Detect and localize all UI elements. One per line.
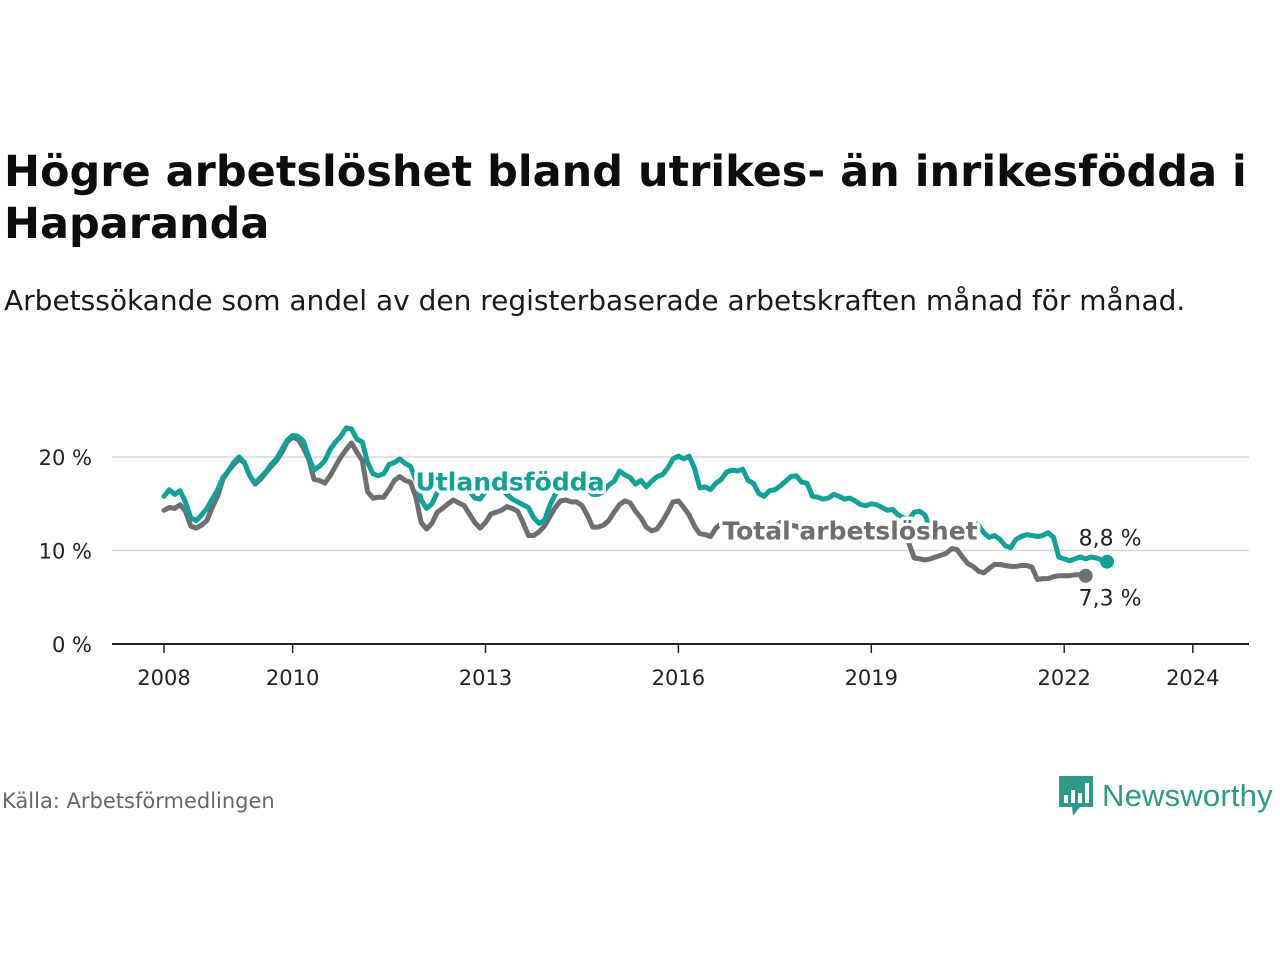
utlandsfodda-line — [161, 425, 1110, 565]
x-tick-label: 2010 — [266, 666, 319, 690]
utlandsfodda-end-point — [1100, 554, 1115, 569]
line-chart: 0 % 10 % 20 % 2008 2010 2013 2016 2019 2022 2024… — [39, 425, 1249, 690]
x-tick-label: 2013 — [459, 666, 512, 690]
end-markers — [1078, 554, 1115, 583]
total-arbetsloshet-end-point — [1078, 568, 1093, 583]
x-tick-label: 2019 — [845, 666, 898, 690]
chart-subtitle: Arbetssökande som andel av den registerb… — [4, 284, 1186, 317]
newsworthy-logo[interactable]: Newsworthy — [1058, 773, 1273, 819]
utlandsfodda-end-label: 8,8 % — [1079, 527, 1142, 552]
y-tick-label: 20 % — [39, 446, 92, 470]
newsworthy-brand-name: Newsworthy — [1102, 778, 1273, 813]
x-tick-label: 2016 — [652, 666, 705, 690]
total-arbetsloshet-line — [161, 434, 1089, 582]
utlandsfodda-series-label: Utlandsfödda — [416, 468, 605, 497]
total-end-label: 7,3 % — [1079, 587, 1142, 612]
y-tick-label: 0 % — [52, 633, 92, 657]
x-tick-label: 2008 — [137, 666, 190, 690]
y-axis-ticks: 0 % 10 % 20 % — [39, 446, 92, 657]
chart-title: Högre arbetslöshet bland utrikes- än inr… — [4, 147, 1247, 249]
newsworthy-logo-icon — [1059, 776, 1093, 816]
y-tick-label: 10 % — [39, 540, 92, 564]
total-series-label: Total arbetslöshet — [722, 516, 977, 545]
x-axis-ticks: 2008 2010 2013 2016 2019 2022 2024 — [137, 644, 1220, 690]
x-tick-label: 2022 — [1037, 666, 1090, 690]
x-tick-label: 2024 — [1166, 666, 1219, 690]
series-lines — [161, 425, 1110, 582]
source-note: Källa: Arbetsförmedlingen — [2, 789, 275, 813]
series-labels: Utlandsfödda Total arbetslöshet 8,8 % 7,3 % — [412, 464, 1145, 615]
